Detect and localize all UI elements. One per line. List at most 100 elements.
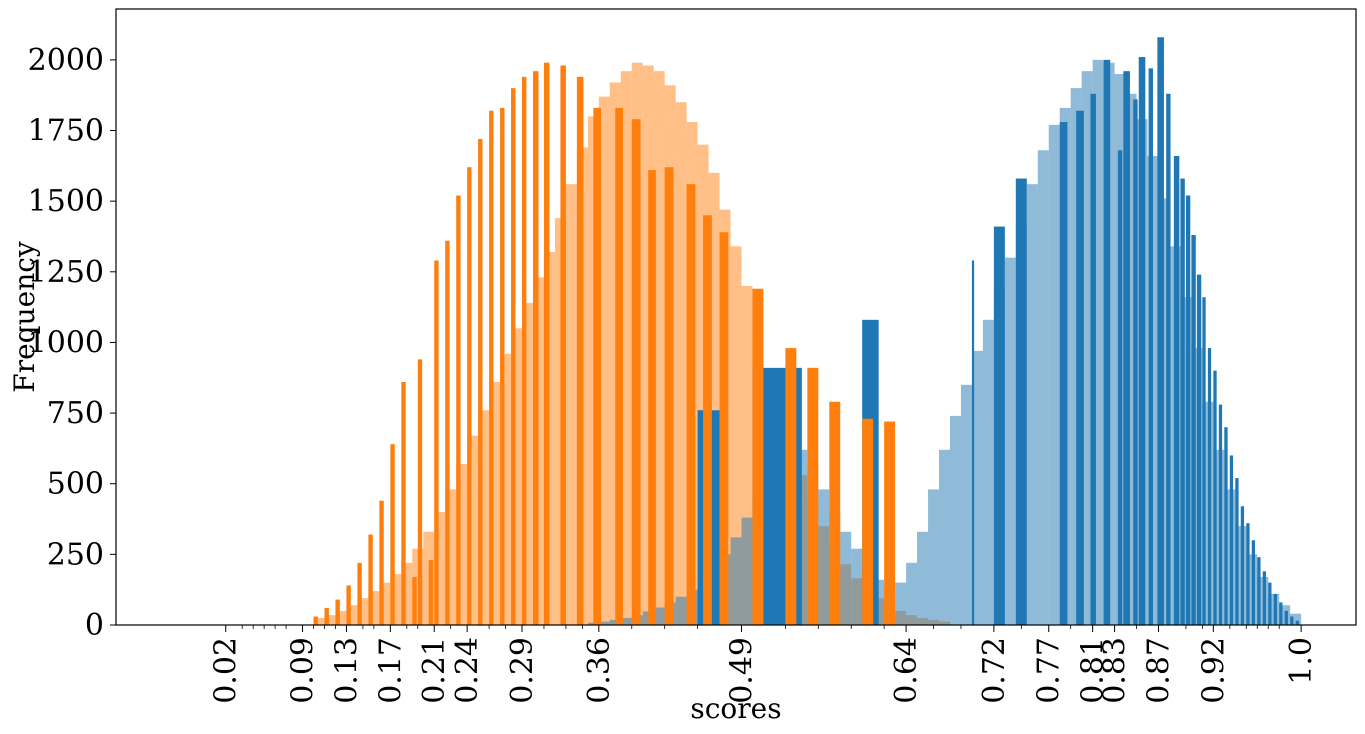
bar xyxy=(1048,124,1060,625)
bar xyxy=(1158,198,1170,625)
y-tick-label: 750 xyxy=(47,396,104,431)
bar xyxy=(1257,576,1269,625)
bar xyxy=(648,170,656,625)
bar xyxy=(1224,427,1228,625)
bar xyxy=(730,246,742,626)
bar xyxy=(1229,455,1234,625)
bar xyxy=(807,367,819,625)
bar xyxy=(993,226,1005,625)
x-tick-label: 0.21 xyxy=(417,637,452,704)
bar xyxy=(1185,195,1191,625)
bar xyxy=(686,184,696,625)
bar xyxy=(368,534,373,625)
bar xyxy=(719,232,729,626)
bar xyxy=(390,444,395,625)
bar xyxy=(511,88,516,626)
bar xyxy=(752,288,764,625)
bar xyxy=(840,531,852,625)
bar xyxy=(1076,110,1084,626)
bar xyxy=(851,548,863,625)
plot-frame xyxy=(115,8,1357,626)
y-tick-label: 1750 xyxy=(28,114,104,149)
bar xyxy=(313,616,318,625)
bar xyxy=(1224,489,1236,625)
bar xyxy=(939,449,950,625)
bar xyxy=(971,260,975,625)
x-tick-label: 0.36 xyxy=(582,637,617,704)
bar xyxy=(1133,99,1138,626)
bar xyxy=(1273,593,1277,625)
bar xyxy=(1202,401,1214,625)
bar xyxy=(1180,297,1192,625)
bar xyxy=(522,302,533,625)
bar xyxy=(1202,297,1206,625)
bar xyxy=(1092,59,1104,626)
bar xyxy=(1191,235,1196,625)
bar xyxy=(785,348,797,625)
bar xyxy=(412,548,424,625)
bar xyxy=(1207,348,1212,625)
bar xyxy=(730,537,742,625)
bar xyxy=(1123,71,1130,626)
bar xyxy=(478,410,490,625)
bar xyxy=(346,605,358,625)
x-tick-label: 0.81 xyxy=(1076,637,1111,704)
bar xyxy=(829,401,841,625)
bar xyxy=(1138,57,1146,626)
bar xyxy=(818,489,830,625)
bar xyxy=(1290,613,1302,625)
series-3 xyxy=(313,62,896,626)
bar xyxy=(565,184,577,625)
x-tick-label: 0.49 xyxy=(724,637,759,704)
bar xyxy=(445,489,457,625)
bar xyxy=(1284,610,1288,625)
x-tick-label: 0.24 xyxy=(450,637,485,704)
bar xyxy=(653,607,665,625)
bar xyxy=(379,500,384,625)
bar xyxy=(1148,68,1153,626)
bar xyxy=(598,621,610,625)
bar xyxy=(532,71,539,626)
bar xyxy=(500,107,505,625)
bar xyxy=(862,418,874,625)
y-tick-label: 250 xyxy=(47,537,104,572)
bar xyxy=(928,489,940,625)
bar xyxy=(1262,571,1267,625)
x-tick-label: 0.13 xyxy=(329,637,364,704)
bar xyxy=(478,138,483,626)
bar xyxy=(917,531,929,625)
bar xyxy=(1037,150,1049,625)
bar xyxy=(324,615,336,625)
bar xyxy=(1251,540,1256,625)
bar xyxy=(873,579,885,625)
bar xyxy=(313,617,325,625)
x-tick-label: 0.92 xyxy=(1196,637,1231,704)
bar xyxy=(708,172,720,625)
x-axis-label: scores xyxy=(690,692,781,725)
bar xyxy=(560,65,566,625)
bar xyxy=(357,598,369,625)
bar xyxy=(1196,274,1202,625)
bar xyxy=(587,622,599,625)
bar xyxy=(703,215,712,625)
bar xyxy=(412,576,417,625)
bar xyxy=(741,285,753,625)
bar xyxy=(489,381,501,625)
bar xyxy=(390,574,402,625)
x-tick-label: 0.87 xyxy=(1141,637,1176,704)
bar xyxy=(620,617,632,625)
x-tick-label: 0.77 xyxy=(1032,637,1067,704)
y-axis-label: Frequency xyxy=(8,241,41,393)
bar xyxy=(1015,178,1027,626)
bar xyxy=(1218,404,1223,625)
bar xyxy=(593,107,602,625)
bar xyxy=(631,119,641,625)
bar xyxy=(428,560,434,625)
x-tick-label: 0.17 xyxy=(373,637,408,704)
x-tick-label: 0.02 xyxy=(209,637,244,704)
bar xyxy=(357,562,362,625)
bar xyxy=(1125,93,1137,625)
bar xyxy=(1290,616,1294,625)
bar xyxy=(489,110,494,626)
